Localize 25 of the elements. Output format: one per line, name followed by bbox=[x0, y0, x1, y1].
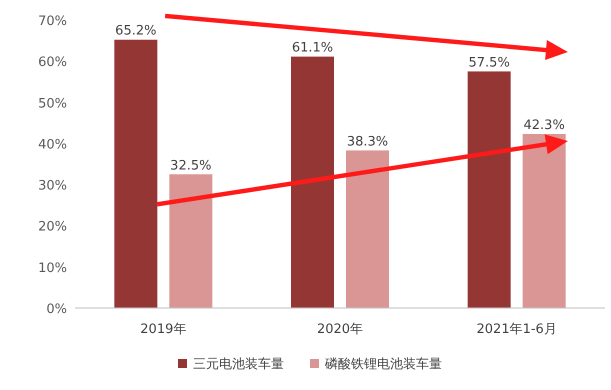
y-tick-label: 50% bbox=[38, 96, 67, 112]
y-tick-label: 60% bbox=[38, 55, 67, 70]
bar bbox=[114, 40, 158, 308]
y-tick-label: 0% bbox=[46, 302, 67, 317]
data-label: 61.1% bbox=[292, 40, 334, 56]
bar bbox=[346, 150, 389, 308]
x-tick-label: 2020年 bbox=[316, 322, 364, 337]
y-tick-label: 40% bbox=[38, 137, 67, 152]
y-tick-label: 20% bbox=[38, 220, 67, 235]
data-label: 57.5% bbox=[468, 55, 510, 70]
bar bbox=[291, 56, 334, 308]
x-tick-label: 2019年 bbox=[140, 322, 186, 337]
bar bbox=[169, 174, 212, 308]
data-label: 65.2% bbox=[115, 24, 156, 39]
bar bbox=[522, 134, 566, 308]
bar bbox=[468, 71, 511, 308]
data-label: 38.3% bbox=[346, 134, 388, 150]
legend-label: 磷酸铁锂电池装车量 bbox=[324, 357, 442, 372]
y-tick-label: 30% bbox=[38, 178, 67, 194]
x-tick-label: 2021年1-6月 bbox=[476, 322, 557, 337]
data-label: 32.5% bbox=[170, 158, 212, 174]
legend-label: 三元电池装车量 bbox=[193, 357, 284, 372]
data-label: 42.3% bbox=[524, 118, 565, 133]
y-tick-label: 10% bbox=[38, 260, 67, 276]
y-tick-label: 70% bbox=[38, 14, 67, 29]
